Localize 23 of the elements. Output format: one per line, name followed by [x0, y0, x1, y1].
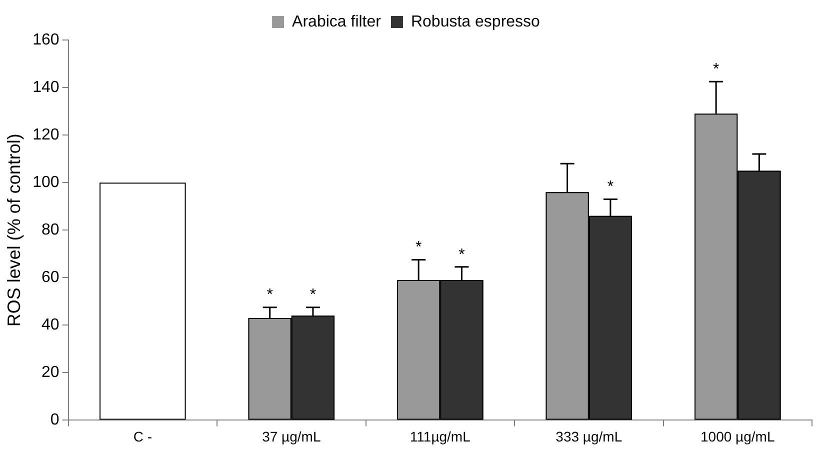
annotation: *	[458, 246, 465, 264]
legend-label: Arabica filter	[292, 13, 382, 30]
y-tick-label: 80	[42, 222, 60, 239]
x-tick-label: 333 µg/mL	[556, 428, 622, 444]
y-tick-label: 0	[50, 412, 60, 429]
y-tick-label: 100	[32, 174, 60, 191]
annotation: *	[712, 60, 720, 78]
x-tick-label: 1000 µg/mL	[700, 428, 775, 444]
legend-label: Robusta espresso	[410, 13, 540, 30]
annotation: *	[415, 239, 422, 256]
x-tick-label: 111µg/mL	[410, 428, 471, 444]
y-tick-label: 160	[32, 31, 60, 48]
annotation: *	[310, 286, 316, 304]
y-axis-title: ROS level (% of control)	[4, 134, 24, 327]
y-tick-label: 40	[42, 316, 60, 334]
annotation: *	[266, 286, 273, 304]
x-tick-label: C -	[133, 428, 152, 444]
annotation: *	[607, 178, 614, 196]
y-tick-label: 20	[42, 364, 60, 382]
y-tick-label: 140	[32, 78, 60, 96]
y-tick-label: 60	[42, 269, 60, 286]
y-tick-label: 120	[32, 126, 60, 144]
x-tick-label: 37 µg/mL	[262, 428, 321, 444]
